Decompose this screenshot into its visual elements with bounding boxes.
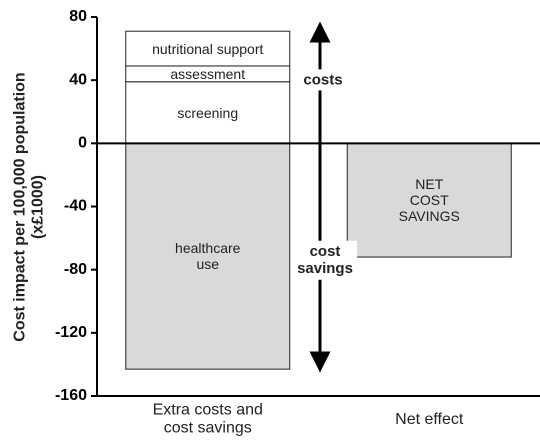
x-tick-label: Net effect: [395, 410, 464, 428]
y-axis-title: Cost impact per 100,000 population (x£10…: [11, 72, 47, 342]
segment-label: screening: [177, 104, 239, 121]
bar-segment: [125, 30, 291, 67]
y-tick-label: -40: [64, 198, 87, 215]
segment-label: healthcare use: [175, 240, 241, 273]
y-tick-label: 40: [69, 71, 87, 88]
segment-label: NET COST SAVINGS: [398, 176, 460, 225]
y-tick-label: 0: [78, 135, 87, 152]
x-tick-label: Extra costs and cost savings: [152, 401, 263, 437]
bar-segment: [125, 81, 291, 144]
y-tick-label: 80: [69, 8, 87, 25]
annotation: costs: [299, 69, 347, 91]
annotation: cost savings: [293, 240, 357, 280]
segment-label: assessment: [170, 65, 246, 82]
segment-label: nutritional support: [152, 40, 264, 57]
y-tick-label: -80: [64, 261, 87, 278]
y-tick-label: -160: [55, 387, 87, 404]
y-tick-label: -120: [55, 324, 87, 341]
